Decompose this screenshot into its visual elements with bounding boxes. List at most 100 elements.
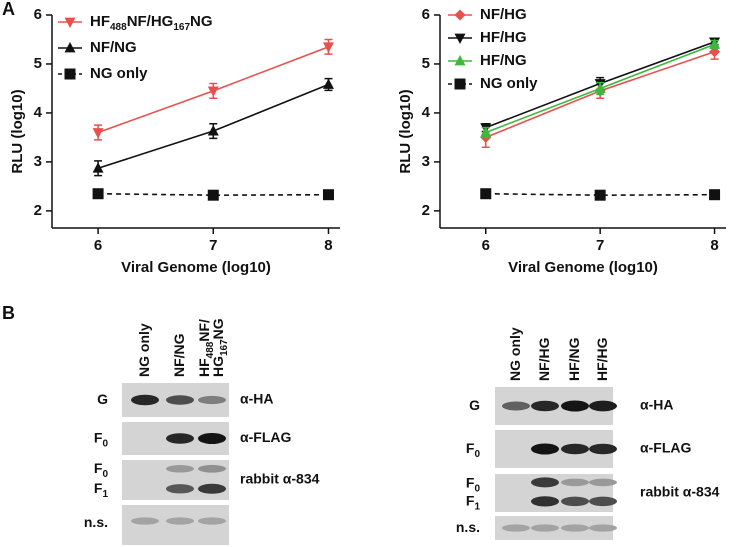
row-label: F0 [94,460,109,480]
y-tick-label: 2 [422,202,430,219]
antibody-label: α-HA [640,397,674,413]
lane-label: NG only [136,323,152,377]
blot-band [561,496,589,507]
panel-label: A [2,0,15,19]
antibody-label: α-FLAG [240,429,291,445]
x-axis-title: Viral Genome (log10) [508,259,658,276]
y-axis-title: RLU (log10) [9,89,26,173]
y-tick-label: 5 [422,55,430,72]
series-line [98,192,329,196]
marker [64,17,76,29]
lane-label: HF/NG [566,337,582,381]
x-axis-title: Viral Genome (log10) [121,259,271,276]
x-tick-label: 6 [482,237,490,254]
marker [322,78,334,89]
series [64,68,334,201]
blot-band [166,465,194,473]
panel-label: B [2,303,15,323]
row-label: F1 [94,480,109,500]
blot-band [198,395,226,405]
marker [207,189,219,201]
blot-band [198,433,226,444]
blot-band [561,443,589,455]
legend-label: NG only [90,65,148,82]
blot-band [131,517,159,525]
blot-band [589,496,617,507]
legend-label: NG only [480,75,538,92]
marker [454,54,466,66]
blot-band [531,443,559,455]
blot-band [561,400,589,412]
row-label: G [97,391,108,407]
antibody-label: α-HA [240,391,274,407]
blot-band [198,464,226,473]
marker [480,188,492,200]
x-tick-label: 7 [596,237,604,254]
y-tick-label: 4 [422,104,431,121]
x-tick-label: 7 [209,237,217,254]
blot-band [531,477,559,488]
y-tick-label: 5 [34,55,42,72]
blot-band [561,524,589,532]
marker [709,189,721,201]
marker [480,126,492,137]
blot-band [502,524,530,532]
series [64,17,334,141]
marker [454,78,466,90]
antibody-label: rabbit α-834 [240,471,320,487]
blot-band [589,443,617,455]
row-label: F0 [94,429,109,449]
marker [92,128,104,139]
y-tick-label: 2 [34,202,42,219]
antibody-label: α-FLAG [640,440,691,456]
series [454,78,721,201]
blot-band [166,484,194,494]
antibody-label: rabbit α-834 [640,484,720,500]
marker [92,188,104,200]
lane-label: HG167NG [210,318,230,377]
blot-band [589,524,617,532]
blot-band [531,400,559,412]
blot-band [198,483,226,494]
lane-label: NF/HG [536,337,552,381]
blot-band [589,400,617,412]
x-tick-label: 6 [94,237,102,254]
blot-band [589,478,617,487]
series [64,41,334,177]
blot-band [531,496,559,507]
row-label: n.s. [456,519,480,535]
row-label: F1 [466,492,481,512]
blot-band [166,517,194,525]
row-label: F0 [466,474,481,494]
marker [207,124,219,136]
y-tick-label: 4 [34,104,43,121]
blot-band [131,394,159,406]
y-tick-label: 6 [422,6,430,23]
legend-label: NF/HG [480,6,527,23]
row-label: F0 [466,440,481,460]
blot-band [502,401,530,411]
blot-band [166,433,194,444]
series-line [485,192,715,196]
blot-band [561,478,589,487]
blot-strip [122,505,229,545]
blot-band [166,395,194,405]
marker [207,86,219,97]
series [454,38,721,139]
marker [594,189,606,201]
marker [594,82,606,93]
x-tick-label: 8 [710,237,718,254]
lane-label: HF/HG [594,337,610,381]
y-tick-label: 3 [34,153,42,170]
lane-label: NF/NG [171,333,187,377]
legend-label: HF/NG [480,52,527,69]
marker [709,38,721,49]
marker [92,162,104,173]
marker [322,42,334,53]
marker [322,189,334,201]
marker [64,41,76,53]
blot-band [198,517,226,525]
marker [454,33,466,45]
